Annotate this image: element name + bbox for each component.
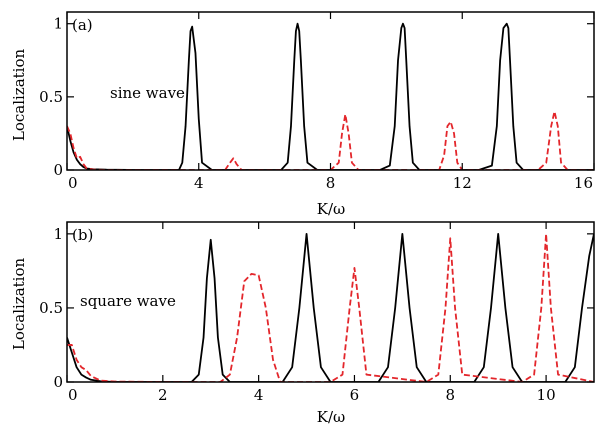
panel-a-ytick-label-2: 1 <box>53 15 63 33</box>
panel-b-xtick-label-2: 4 <box>254 386 264 404</box>
panel-b-ytick-label-0: 0 <box>53 373 63 391</box>
panel-a-frame <box>66 11 595 171</box>
panel-b-ylabel: Localization <box>10 258 28 351</box>
panel-b-annotation: square wave <box>80 292 176 310</box>
panel-a-series-1 <box>67 110 594 170</box>
panel-a-ytick-label-1: 0.5 <box>39 88 63 106</box>
panel-a-annotation: sine wave <box>110 84 185 102</box>
panel-b-series-0 <box>67 232 594 382</box>
panel-b-xtick-label-1: 2 <box>158 386 168 404</box>
panel-b-xtick-label-4: 8 <box>445 386 455 404</box>
panel-b-ytick-label-2: 1 <box>53 225 63 243</box>
panel-a-xtick-label-0: 0 <box>68 174 78 192</box>
panel-b-frame <box>66 221 595 383</box>
panel-a-xtick-label-2: 8 <box>326 174 336 192</box>
panel-a-ytick-label-0: 0 <box>53 161 63 179</box>
panel-b: Localization 0 2 4 6 8 10 0 0.5 1 (b) square wav… <box>10 221 595 426</box>
panel-b-xtick-label-3: 6 <box>350 386 360 404</box>
panel-b-xtick-label-5: 10 <box>537 386 556 404</box>
panel-b-ytick-label-1: 0.5 <box>39 299 63 317</box>
panel-b-xtick-label-0: 0 <box>68 386 78 404</box>
panel-b-xlabel: K/ω <box>317 408 346 426</box>
panel-a-series-0 <box>67 22 594 170</box>
panel-a-xtick-label-1: 4 <box>194 174 204 192</box>
panel-b-plot: 0 2 4 6 8 10 0 0.5 1 <box>39 222 594 404</box>
panel-b-label: (b) <box>72 226 93 244</box>
panel-a-xtick-label-4: 16 <box>574 174 593 192</box>
panel-a-xtick-label-3: 12 <box>453 174 472 192</box>
panel-a-ylabel: Localization <box>10 49 28 142</box>
panel-a-xlabel: K/ω <box>317 200 346 218</box>
panel-a-plot: 0 4 8 12 16 0 0.5 1 <box>39 12 595 192</box>
panel-a-label: (a) <box>72 16 93 34</box>
